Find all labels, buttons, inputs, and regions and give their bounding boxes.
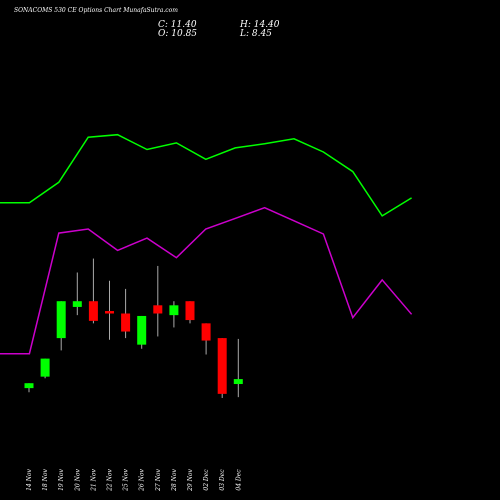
candle-02-dec <box>201 323 211 355</box>
x-tick-label: 19 Nov <box>58 468 65 490</box>
candle-26-nov <box>137 315 147 349</box>
x-axis-labels: 14 Nov 18 Nov 19 Nov 20 Nov 21 Nov 22 Nov 25 N… <box>26 468 242 491</box>
candle-20-nov <box>72 272 82 316</box>
x-tick-label: 20 Nov <box>74 468 81 491</box>
candles <box>24 258 243 398</box>
candle-body-down <box>88 301 98 321</box>
high-value: H: 14.40 <box>240 20 280 30</box>
open-value: O: 10.85 <box>158 29 198 39</box>
candle-29-nov <box>185 301 195 324</box>
x-tick-label: 27 Nov <box>155 468 162 491</box>
indicator-lines <box>0 133 413 355</box>
x-tick-label: 03 Dec <box>219 469 226 491</box>
candle-body-down <box>217 338 227 394</box>
candle-19-nov <box>56 301 66 351</box>
magenta-indicator-line <box>0 206 413 355</box>
candle-body-down <box>121 313 131 332</box>
candle-22-nov <box>105 280 114 340</box>
x-tick-label: 22 Nov <box>107 468 114 491</box>
candle-body-up <box>72 301 82 307</box>
candle-25-nov <box>121 288 131 339</box>
candle-14-nov <box>24 383 34 393</box>
x-tick-label: 21 Nov <box>90 468 97 491</box>
candle-body-up <box>24 383 34 389</box>
candle-body-down <box>105 311 114 314</box>
candle-body-down <box>153 305 163 314</box>
candle-body-up <box>137 315 147 345</box>
chart-title: SONACOMS 530 CE Options Chart MunafaSutr… <box>14 7 178 14</box>
candle-27-nov <box>153 265 163 337</box>
x-tick-label: 25 Nov <box>123 468 130 491</box>
candle-body-down <box>201 323 211 341</box>
candle-body-down <box>185 301 195 321</box>
low-value: L: 8.45 <box>240 29 272 39</box>
candle-03-dec <box>217 338 227 398</box>
x-tick-label: 14 Nov <box>26 468 33 490</box>
x-tick-label: 26 Nov <box>139 468 146 491</box>
candle-body-up <box>56 301 66 339</box>
candle-body-up <box>40 358 50 377</box>
x-tick-label: 29 Nov <box>187 468 194 491</box>
green-indicator-line <box>0 133 412 217</box>
candle-18-nov <box>40 358 50 379</box>
x-tick-label: 04 Dec <box>235 469 242 491</box>
candle-21-nov <box>88 258 98 324</box>
candle-28-nov <box>169 301 179 328</box>
candle-body-up <box>233 379 243 385</box>
candle-04-dec <box>233 338 243 398</box>
x-tick-label: 02 Dec <box>203 469 210 491</box>
candle-body-up <box>169 305 179 316</box>
x-tick-label: 28 Nov <box>171 468 178 491</box>
x-tick-label: 18 Nov <box>42 468 49 490</box>
close-value: C: 11.40 <box>158 20 197 30</box>
